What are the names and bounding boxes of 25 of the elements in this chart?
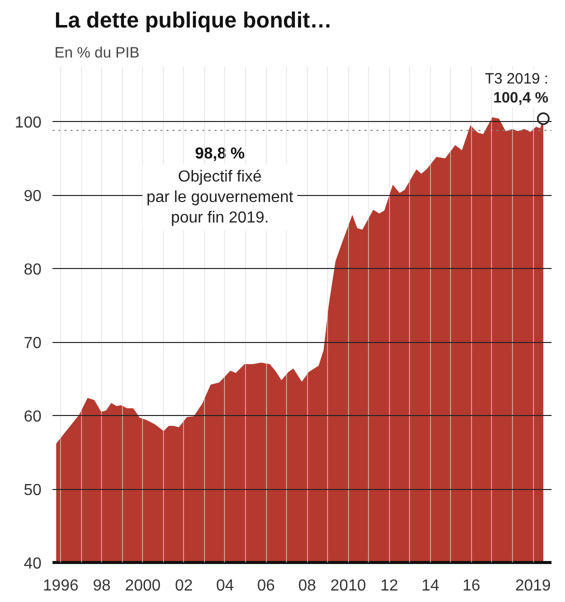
y-tick-label: 40 (24, 556, 42, 572)
x-tick-label: 2019 (515, 578, 551, 594)
y-tick-label: 100 (14, 114, 42, 132)
x-tick-label: 16 (462, 578, 480, 594)
x-tick-label: 04 (216, 578, 234, 594)
y-tick-label: 80 (24, 262, 42, 279)
x-tick-label: 2010 (330, 578, 366, 594)
x-tick-label: 06 (257, 578, 276, 594)
y-tick-label: 70 (24, 335, 42, 352)
y-tick-label: 90 (24, 188, 42, 206)
annotation: T3 2019 : (484, 70, 548, 88)
x-tick-label: 1996 (42, 578, 79, 594)
x-tick-label: 2000 (125, 578, 161, 594)
x-tick-label: 02 (175, 578, 193, 594)
annotation: Objectif fixé par le gouvernement pour fin 2019. (146, 168, 294, 226)
x-tick-label: 98 (92, 578, 111, 594)
y-tick-label: 50 (24, 482, 42, 500)
chart-title: La dette publique bondit… (54, 8, 332, 32)
chart-subtitle: En % du PIB (54, 44, 140, 62)
x-tick-label: 12 (380, 578, 398, 594)
y-tick-label: 60 (24, 408, 42, 426)
ref-line-label: 98,8 % (194, 145, 245, 162)
x-tick-label: 08 (298, 578, 316, 594)
x-tick-label: 14 (421, 578, 440, 594)
annotation: 100,4 % (493, 90, 548, 107)
